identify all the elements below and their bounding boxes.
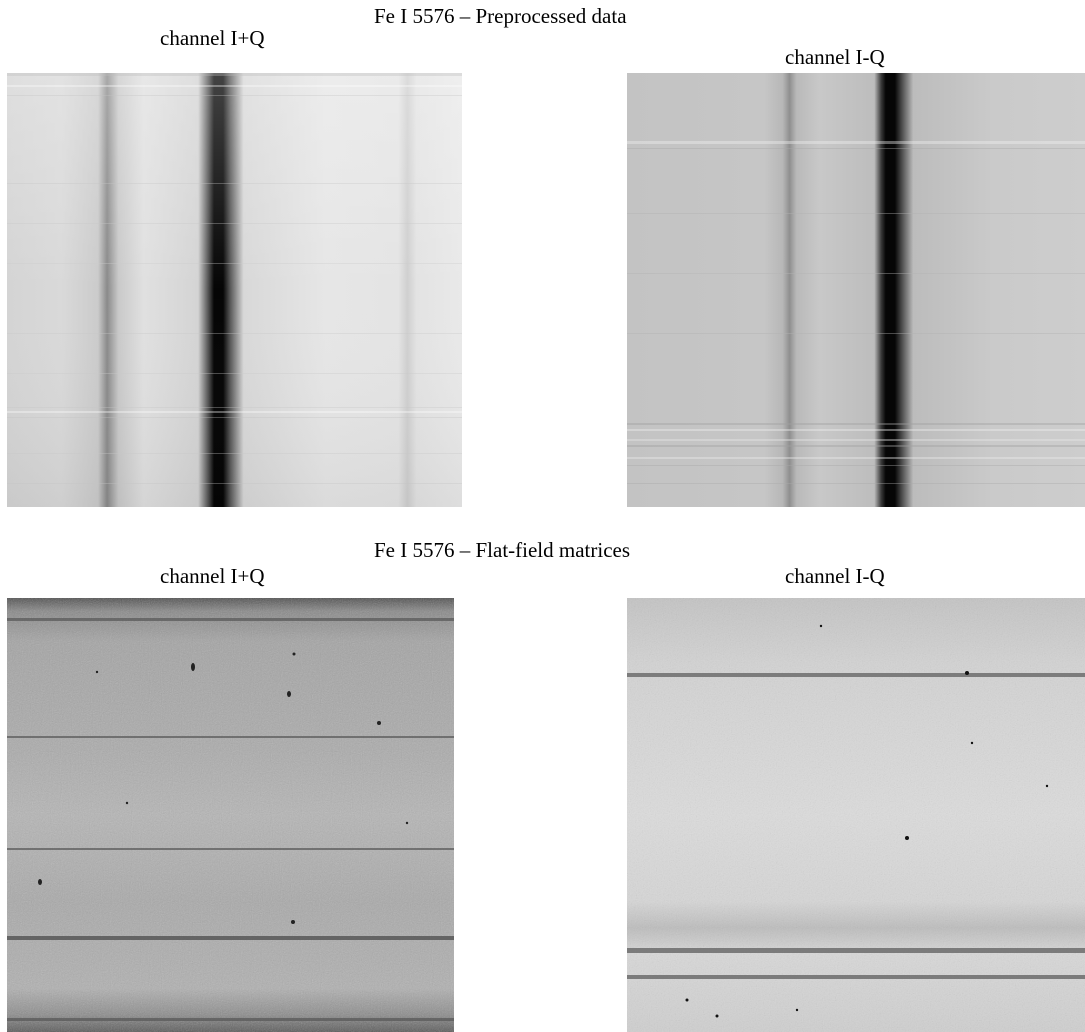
bottom-section-title: Fe I 5576 – Flat-field matrices bbox=[374, 538, 631, 562]
panel-label-top-right: channel I-Q bbox=[785, 45, 885, 69]
spectrum-image-iminusq bbox=[627, 73, 1085, 507]
flatfield-image-iminusq bbox=[627, 598, 1085, 1032]
panel-label-bottom-right: channel I-Q bbox=[785, 564, 885, 588]
flatfield-image-iplusq bbox=[7, 598, 454, 1032]
spectrum-image-iplusq bbox=[7, 73, 462, 507]
top-section-title: Fe I 5576 – Preprocessed data bbox=[374, 4, 627, 28]
panel-label-top-left: channel I+Q bbox=[160, 26, 265, 50]
panel-label-bottom-left: channel I+Q bbox=[160, 564, 265, 588]
